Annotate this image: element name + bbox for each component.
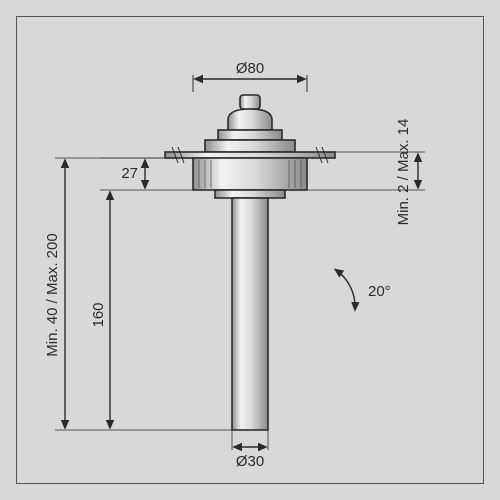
bottom-diameter-label: Ø30 xyxy=(236,453,264,470)
technical-drawing: Ø80 xyxy=(17,17,483,483)
thickness-label: Min. 2 / Max. 14 xyxy=(395,119,412,226)
collar-height-label: 27 xyxy=(121,165,138,182)
top-diameter-label: Ø80 xyxy=(236,60,264,77)
body-height-label: 160 xyxy=(90,302,107,327)
fixture-body xyxy=(165,95,335,430)
angle-label: 20° xyxy=(368,283,391,300)
overall-height-label: Min. 40 / Max. 200 xyxy=(44,233,61,356)
angle-arc xyxy=(336,270,355,309)
diagram-frame: Ø80 xyxy=(16,16,484,484)
